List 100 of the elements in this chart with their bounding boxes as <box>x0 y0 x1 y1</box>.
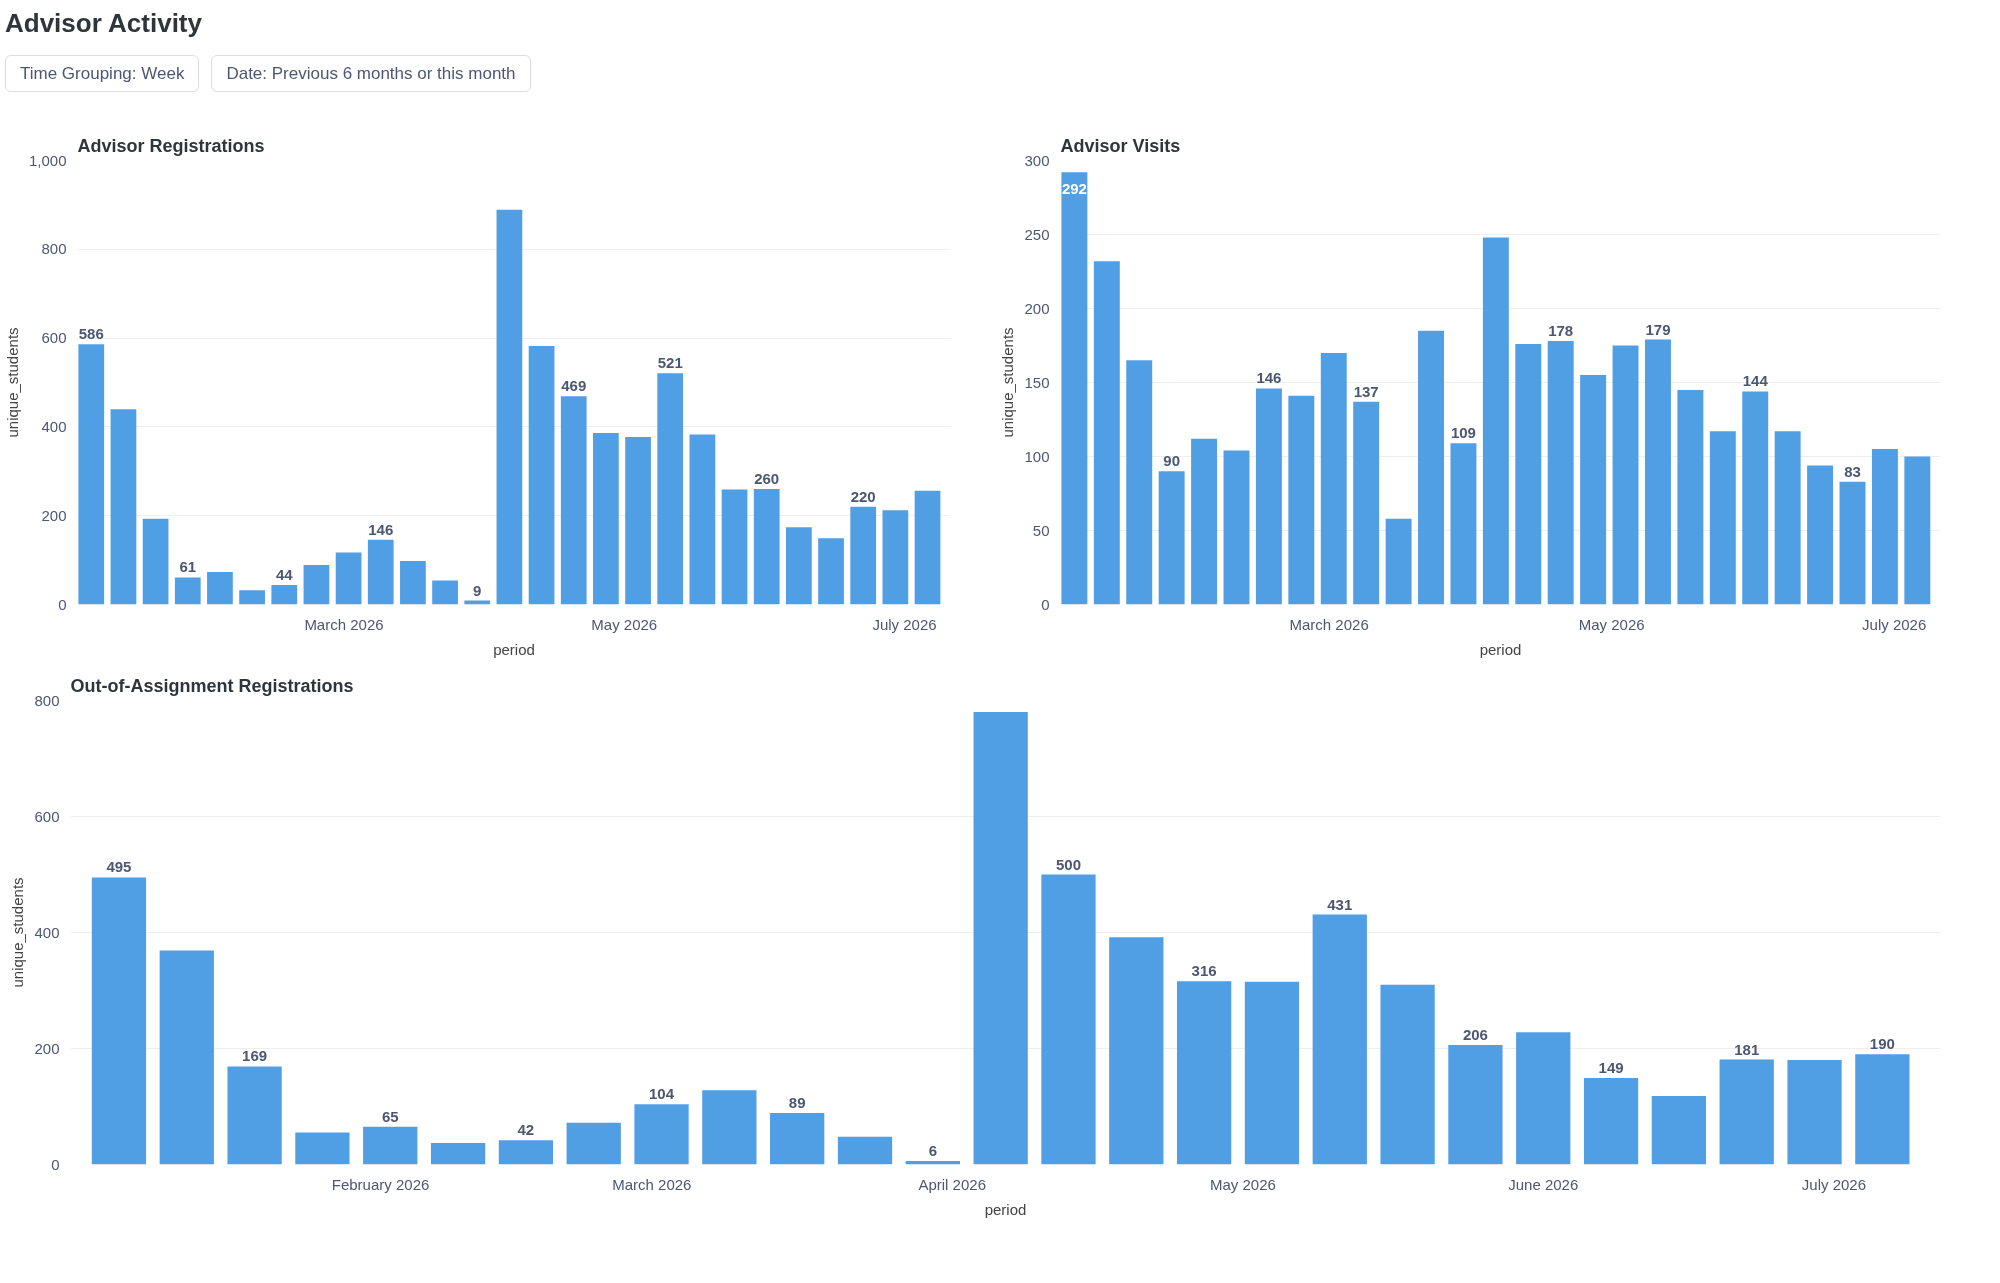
bar <box>1380 984 1435 1165</box>
data-label: 146 <box>368 520 394 538</box>
bar <box>1547 341 1574 605</box>
bar <box>634 1104 689 1165</box>
bar <box>1839 481 1866 605</box>
bar <box>1580 375 1607 605</box>
data-label: 260 <box>754 470 780 488</box>
data-label: 61 <box>179 558 197 576</box>
data-label: 521 <box>657 354 683 372</box>
bar <box>1450 443 1477 605</box>
data-label: 586 <box>78 325 104 343</box>
bar <box>528 346 555 605</box>
x-tick-label: March 2026 <box>1289 615 1369 633</box>
data-label: 206 <box>1462 1026 1488 1044</box>
bar <box>850 506 877 605</box>
bar <box>1482 237 1509 605</box>
bar <box>1418 330 1444 605</box>
bar <box>753 489 780 605</box>
x-tick-label: March 2026 <box>304 615 384 633</box>
bar <box>432 580 458 605</box>
x-tick-label: May 2026 <box>591 615 658 633</box>
bar <box>363 1126 418 1165</box>
bar <box>1516 1032 1571 1165</box>
data-label: 190 <box>1869 1035 1895 1053</box>
chart-title: Advisor Registrations <box>77 135 265 156</box>
bar <box>174 577 201 605</box>
bar <box>1320 352 1347 605</box>
bar <box>1255 388 1282 605</box>
y-tick-label: 0 <box>51 1155 60 1173</box>
y-tick-label: 200 <box>41 506 67 524</box>
data-label: 42 <box>517 1121 535 1139</box>
y-tick-label: 150 <box>1024 373 1050 391</box>
bar <box>1041 874 1096 1165</box>
bar <box>1855 1054 1910 1165</box>
bar <box>1109 937 1164 1165</box>
bar <box>882 510 909 605</box>
bar <box>818 538 844 605</box>
bar <box>973 712 1028 1165</box>
bar <box>91 877 147 1165</box>
bar <box>1871 449 1898 605</box>
y-tick-label: 0 <box>58 595 67 613</box>
x-tick-label: July 2026 <box>1862 615 1927 633</box>
bar <box>770 1112 825 1165</box>
y-tick-label: 200 <box>1024 299 1050 317</box>
bar <box>335 552 362 605</box>
y-tick-label: 250 <box>1024 225 1050 243</box>
bar <box>496 209 523 605</box>
text: Time Grouping: Week <box>5 55 200 93</box>
data-label: 65 <box>381 1107 399 1125</box>
x-tick-label: February 2026 <box>331 1175 430 1193</box>
bar <box>271 584 298 605</box>
bar <box>78 344 105 605</box>
bar <box>1312 914 1367 1165</box>
data-label: 179 <box>1645 320 1671 338</box>
data-label: 316 <box>1191 962 1217 980</box>
bar <box>1288 395 1315 605</box>
y-tick-label: 1,000 <box>28 151 67 169</box>
bar <box>110 409 137 605</box>
bar <box>1719 1059 1774 1165</box>
y-tick-label: 400 <box>34 923 60 941</box>
data-label: 9 <box>473 581 482 599</box>
data-label: 83 <box>1844 462 1861 480</box>
bar <box>498 1140 554 1165</box>
y-tick-label: 100 <box>1024 447 1050 465</box>
bar <box>430 1143 486 1165</box>
y-tick-label: 400 <box>41 417 67 435</box>
x-tick-label: June 2026 <box>1508 1175 1579 1193</box>
data-label: 431 <box>1327 895 1353 913</box>
bar <box>625 437 651 605</box>
bar <box>142 518 169 605</box>
y-tick-label: 600 <box>34 807 60 825</box>
x-axis-title: period <box>984 1200 1027 1218</box>
data-label: 178 <box>1548 322 1574 340</box>
bar <box>1677 389 1704 605</box>
data-label: 109 <box>1450 424 1476 442</box>
bar <box>566 1122 621 1165</box>
data-label: 220 <box>850 487 876 505</box>
data-label: 146 <box>1256 369 1282 387</box>
bar <box>1787 1060 1842 1165</box>
y-tick-label: 200 <box>34 1039 60 1057</box>
data-label: 181 <box>1734 1040 1760 1058</box>
x-tick-label: March 2026 <box>612 1175 692 1193</box>
bar <box>1177 981 1232 1165</box>
chart-title: Advisor Visits <box>1060 135 1181 156</box>
bar <box>1612 345 1639 605</box>
bar <box>400 560 426 605</box>
x-axis-title: period <box>493 640 535 658</box>
data-label: 104 <box>649 1085 675 1103</box>
bar <box>721 489 748 605</box>
bar <box>367 539 394 605</box>
bar <box>1807 465 1834 605</box>
y-axis-title: unique_students <box>9 877 27 988</box>
bar <box>1742 391 1769 605</box>
bar <box>1158 471 1185 605</box>
bar <box>1353 401 1380 605</box>
bar <box>1093 261 1120 605</box>
bar <box>1645 339 1671 605</box>
y-tick-label: 800 <box>41 240 67 258</box>
bar <box>1774 431 1801 605</box>
bar <box>207 572 233 605</box>
